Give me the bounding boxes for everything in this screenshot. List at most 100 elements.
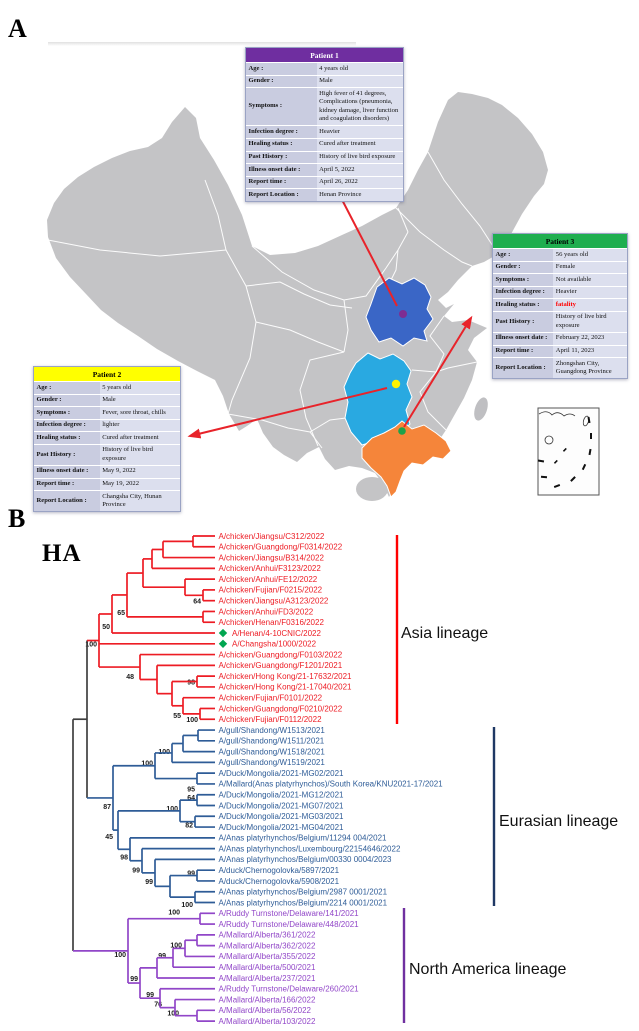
patient-field-row: Report time : April 26, 2022 [246, 175, 403, 189]
patient-field-row: Healing status : fatality [493, 298, 627, 312]
henan-case-dot [399, 310, 407, 318]
taxon-label: A/Anas platyrhynchos/Belgium/11294 004/2… [219, 834, 388, 843]
field-value: Cured after treatment [316, 137, 403, 151]
taxon-label: A/chicken/Jiangsu/A3123/2022 [219, 596, 329, 605]
field-label: Gender : [34, 393, 100, 407]
taxon-label: A/chicken/Fujian/F0112/2022 [219, 715, 323, 724]
bootstrap-value: 100 [167, 1011, 179, 1018]
image-edge-shadow [48, 42, 356, 46]
bootstrap-value: 100 [170, 942, 182, 949]
taxon-label: A/gull/Shandong/W1513/2021 [219, 726, 326, 735]
arrow-patient-2 [187, 387, 388, 439]
arrow-patient-3 [403, 315, 473, 428]
patient-field-row: Infection degree : Heavier [246, 125, 403, 139]
taxon-label: A/chicken/Anhui/FE12/2022 [219, 575, 318, 584]
field-label: Report time : [34, 477, 100, 491]
field-value: Zhongshan City, Guangdong Province [553, 357, 627, 379]
bootstrap-value: 100 [181, 902, 193, 909]
patient-field-row: Age :4 years old [246, 62, 403, 76]
taxon-label: A/Anas platyrhynchos/Belgium/00330 0004/… [219, 855, 393, 864]
field-label: Report Location : [493, 357, 554, 379]
location-arrows [187, 187, 473, 439]
bootstrap-value: 100 [85, 642, 97, 649]
patient-title: Patient 2 [34, 367, 180, 381]
novel-strain-diamond-icon [218, 628, 228, 638]
field-value: April 26, 2022 [316, 175, 403, 189]
guangdong-case-dot [398, 427, 406, 435]
china-map [47, 92, 600, 501]
taxon-label: A/Ruddy Turnstone/Delaware/141/2021 [219, 909, 360, 918]
lineage-label: North America lineage [409, 961, 567, 978]
field-value: Male [99, 393, 180, 407]
field-label: Past History : [493, 310, 554, 333]
field-label: Past History : [246, 150, 317, 164]
field-label: Report time : [246, 175, 317, 189]
field-value: Male [316, 74, 403, 88]
taxon-label: A/Mallard/Alberta/166/2022 [219, 995, 317, 1004]
patient-field-row: Report Location : Zhongshan City, Guangdo… [493, 357, 627, 379]
patient-field-row: Report time : April 11, 2023 [493, 344, 627, 358]
taxon-label: A/chicken/Guangdong/F0210/2022 [219, 704, 343, 713]
field-value: 4 years old [316, 62, 403, 76]
bootstrap-value: 95 [187, 787, 195, 794]
bootstrap-value: 87 [103, 804, 111, 811]
bootstrap-value: 82 [185, 823, 193, 830]
gene-label: HA [42, 540, 82, 567]
patient-field-row: Gender : Female [493, 260, 627, 274]
field-label: Report Location : [246, 188, 317, 201]
field-label: Age : [246, 62, 317, 76]
field-value: lighter [99, 418, 180, 432]
patient-field-row: Report Location : Henan Province [246, 188, 403, 201]
taxon-label: A/chicken/Guangdong/F0314/2022 [219, 543, 343, 552]
taxon-label: A/chicken/Jiangsu/B314/2022 [219, 553, 325, 562]
bootstrap-value: 98 [120, 854, 128, 861]
taxon-label: A/chicken/Fujian/F0215/2022 [219, 586, 323, 595]
taxon-label: A/Mallard/Alberta/362/2022 [219, 941, 317, 950]
panel-b-label: B [8, 504, 26, 533]
taxon-label: A/Duck/Mongolia/2021-MG03/2021 [219, 812, 345, 821]
field-label: Illness onset date : [34, 464, 100, 478]
patient-field-row: Past History : History of live bird expos… [493, 310, 627, 333]
taxon-label: A/duck/Chernogolovka/5897/2021 [219, 866, 340, 875]
patient-field-row: Gender : Male [246, 74, 403, 88]
field-value: Fever, sore throat, chills [99, 406, 180, 420]
field-value: fatality [553, 298, 627, 312]
taxon-label: A/Duck/Mongolia/2021-MG12/2021 [219, 791, 345, 800]
bootstrap-value: 99 [146, 992, 154, 999]
lineage-label: Eurasian lineage [499, 813, 618, 830]
patient-field-row: Illness onset date : February 22, 2023 [493, 331, 627, 345]
taxon-label: A/Duck/Mongolia/2021-MG02/2021 [219, 769, 345, 778]
taxon-label: A/chicken/Guangdong/F0103/2022 [219, 650, 343, 659]
field-value: Changsha City, Hunan Province [99, 490, 180, 512]
bootstrap-value: 100 [168, 910, 180, 917]
taxon-label: A/Changsha/1000/2022 [232, 640, 317, 649]
patient-title: Patient 3 [493, 234, 627, 248]
patient-field-row: Illness onset date : May 9, 2022 [34, 464, 180, 478]
taxon-label: A/chicken/Hong Kong/21-17632/2021 [219, 672, 353, 681]
field-value: History of live bird exposure [316, 150, 403, 164]
taxon-label: A/Henan/4-10CNIC/2022 [232, 629, 321, 638]
field-label: Age : [34, 381, 100, 395]
taxon-label: A/Duck/Mongolia/2021-MG07/2021 [219, 801, 345, 810]
field-value: February 22, 2023 [553, 331, 627, 345]
lineage-label: Asia lineage [401, 625, 488, 642]
field-value: Female [553, 260, 627, 274]
taxon-label: A/Mallard/Alberta/355/2022 [219, 952, 317, 961]
bootstrap-value: 76 [154, 1002, 162, 1009]
patient-field-row: Past History : History of live bird expos… [246, 150, 403, 164]
field-value: April 11, 2023 [553, 344, 627, 358]
field-value: Cured after treatment [99, 431, 180, 445]
taxon-label: A/Mallard(Anas platyrhynchos)/South Kore… [219, 780, 444, 789]
arrow-patient-1 [335, 187, 398, 307]
patient-field-row: Healing status : Cured after treatment [246, 137, 403, 151]
taiwan-island [474, 397, 488, 421]
field-value: May 9, 2022 [99, 464, 180, 478]
taxon-label: A/chicken/Henan/F0316/2022 [219, 618, 325, 627]
field-label: Report time : [493, 344, 554, 358]
field-label: Illness onset date : [246, 163, 317, 177]
field-label: Healing status : [493, 298, 554, 312]
patient-card-3: Patient 3 Age :56 years old Gender : Female… [492, 233, 628, 380]
field-value: May 19, 2022 [99, 477, 180, 491]
patient-field-row: Healing status : Cured after treatment [34, 431, 180, 445]
